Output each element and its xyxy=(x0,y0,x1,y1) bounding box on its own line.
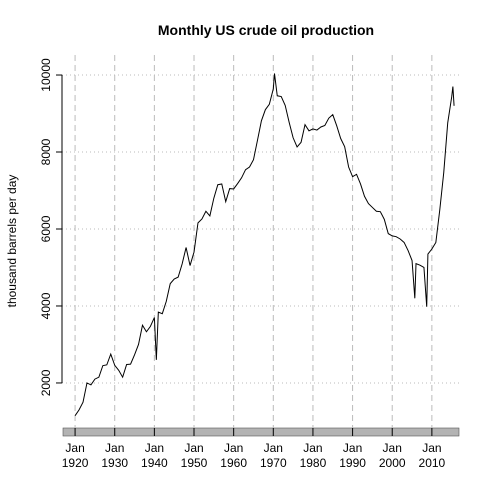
y-tick-label: 8000 xyxy=(39,138,53,165)
x-tick-label: Jan 2000 xyxy=(379,441,406,470)
x-tick-label: Jan 1930 xyxy=(101,441,128,470)
y-tick-label: 10000 xyxy=(39,58,53,92)
x-tick-label: Jan 1970 xyxy=(260,441,287,470)
minor-tick-band xyxy=(62,427,460,437)
y-tick-label: 6000 xyxy=(39,215,53,242)
y-axis-label: thousand barrels per day xyxy=(5,175,19,308)
x-tick-label: Jan 1960 xyxy=(220,441,247,470)
x-tick-label: Jan 1940 xyxy=(141,441,168,470)
chart-title: Monthly US crude oil production xyxy=(158,22,374,38)
data-line xyxy=(74,73,455,416)
x-tick-label: Jan 2010 xyxy=(419,441,446,470)
y-tick-label: 2000 xyxy=(39,369,53,396)
y-tick-label: 4000 xyxy=(39,292,53,319)
x-tick-label: Jan 1950 xyxy=(181,441,208,470)
x-tick-label: Jan 1980 xyxy=(300,441,327,470)
x-tick-label: Jan 1990 xyxy=(339,441,366,470)
x-tick-label: Jan 1920 xyxy=(62,441,89,470)
